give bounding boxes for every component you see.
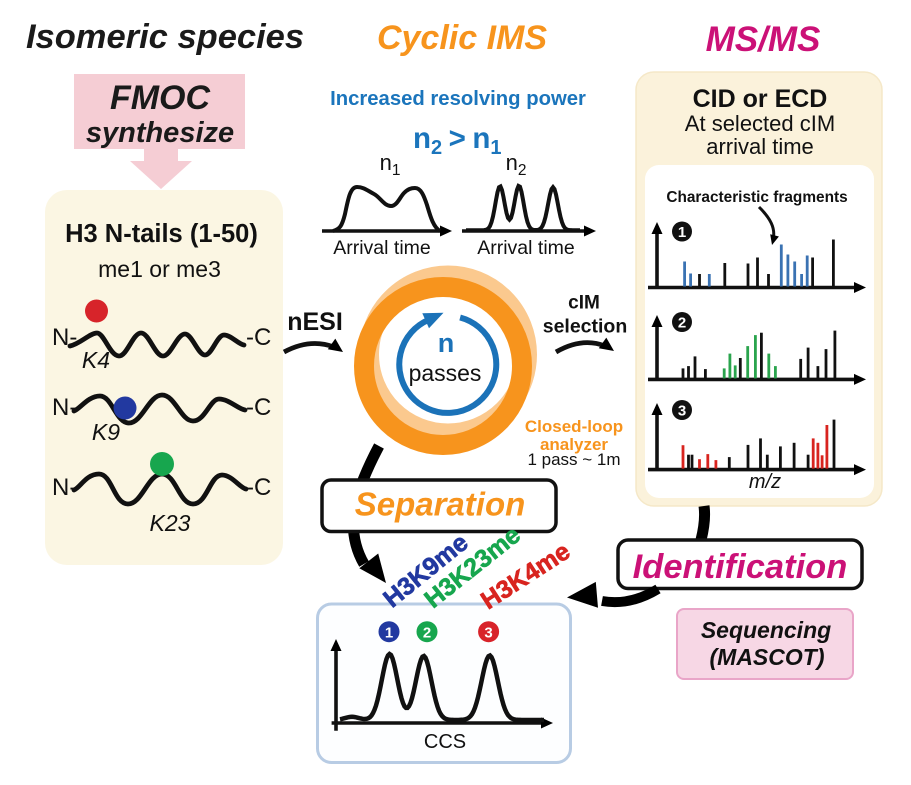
svg-text:H3 N-tails (1-50): H3 N-tails (1-50) [65,220,258,248]
svg-text:selection: selection [543,316,628,338]
svg-text:n: n [438,328,455,358]
svg-text:1 pass ~ 1m: 1 pass ~ 1m [527,450,620,469]
svg-text:Isomeric species: Isomeric species [26,18,304,56]
svg-text:Closed-loop: Closed-loop [525,417,623,436]
svg-text:-C: -C [246,474,271,501]
svg-text:K9: K9 [92,419,120,445]
svg-text:(MASCOT): (MASCOT) [710,644,825,670]
svg-text:MS/MS: MS/MS [706,20,821,59]
svg-text:-C: -C [246,394,271,421]
svg-text:1: 1 [385,625,393,642]
svg-text:N-: N- [52,394,77,421]
svg-text:Cyclic IMS: Cyclic IMS [377,19,547,57]
svg-text:2: 2 [678,315,686,332]
svg-text:1: 1 [678,224,686,241]
svg-text:CID or ECD: CID or ECD [693,85,828,113]
svg-text:Identification: Identification [633,548,848,586]
svg-text:Arrival time: Arrival time [333,237,431,259]
svg-text:-C: -C [246,324,271,351]
svg-text:synthesize: synthesize [86,117,234,149]
svg-text:2: 2 [423,625,431,642]
svg-text:Sequencing: Sequencing [701,617,831,643]
svg-text:3: 3 [484,625,492,642]
svg-text:n2>n1: n2 > n1 [413,122,502,159]
svg-text:nESI: nESI [287,308,343,336]
svg-text:Increased resolving power: Increased resolving power [330,88,586,110]
svg-text:me1 or me3: me1 or me3 [98,256,221,282]
svg-text:Separation: Separation [355,486,526,523]
svg-text:CCS: CCS [424,731,466,753]
svg-text:cIM: cIM [568,293,600,314]
svg-text:analyzer: analyzer [540,435,608,454]
svg-text:3: 3 [678,403,686,420]
svg-text:FMOC: FMOC [110,79,211,117]
svg-text:Arrival time: Arrival time [477,237,575,259]
svg-text:m/z: m/z [749,471,781,493]
svg-text:K4: K4 [82,347,110,373]
svg-text:At selected cIM: At selected cIM [685,111,835,136]
svg-text:N-: N- [52,474,77,501]
svg-text:K23: K23 [150,510,191,536]
svg-text:Characteristic fragments: Characteristic fragments [666,189,847,206]
svg-text:passes: passes [409,360,482,386]
svg-text:arrival time: arrival time [706,134,814,159]
svg-text:N-: N- [52,324,77,351]
